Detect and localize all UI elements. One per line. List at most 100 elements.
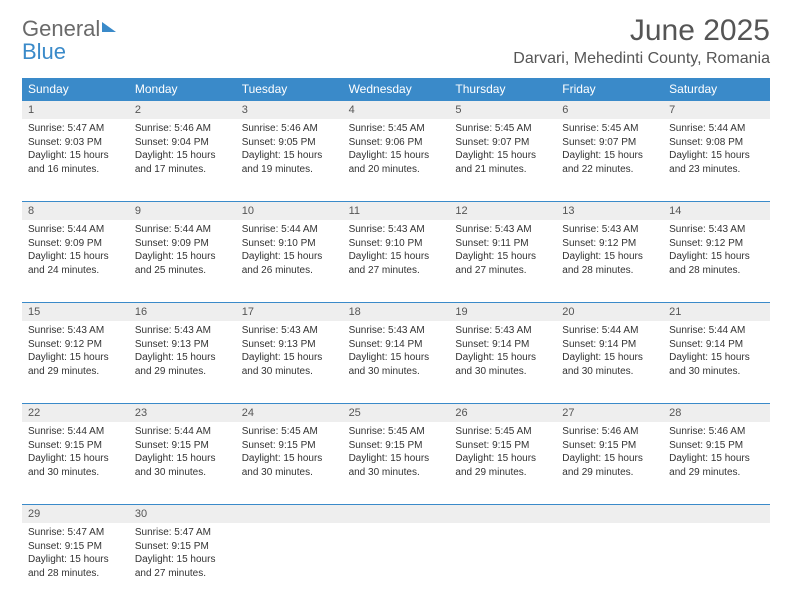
day-number: 18 xyxy=(343,303,450,321)
day-info-line: Daylight: 15 hours xyxy=(562,452,657,466)
day-info-line: Sunrise: 5:44 AM xyxy=(562,324,657,338)
day-info-line: Sunset: 9:07 PM xyxy=(455,136,550,150)
day-info-line: Sunset: 9:15 PM xyxy=(455,439,550,453)
day-info-line: Sunrise: 5:44 AM xyxy=(669,122,764,136)
day-header: Monday xyxy=(129,78,236,101)
day-info-line: Sunrise: 5:46 AM xyxy=(669,425,764,439)
day-number: 14 xyxy=(663,202,770,220)
day-cell: Sunrise: 5:46 AMSunset: 9:04 PMDaylight:… xyxy=(129,119,236,201)
day-info-line: Sunset: 9:12 PM xyxy=(28,338,123,352)
day-info-line: Sunrise: 5:44 AM xyxy=(28,223,123,237)
day-cell: Sunrise: 5:47 AMSunset: 9:15 PMDaylight:… xyxy=(129,523,236,605)
day-cell: Sunrise: 5:45 AMSunset: 9:15 PMDaylight:… xyxy=(449,422,556,504)
day-info-line: and 29 minutes. xyxy=(28,365,123,379)
day-info-line: and 30 minutes. xyxy=(135,466,230,480)
day-info-line: and 30 minutes. xyxy=(669,365,764,379)
day-info-line: Sunrise: 5:45 AM xyxy=(562,122,657,136)
day-number: 28 xyxy=(663,404,770,422)
day-info-line: Daylight: 15 hours xyxy=(135,452,230,466)
day-info-line: Sunrise: 5:43 AM xyxy=(349,324,444,338)
day-cell xyxy=(449,523,556,605)
day-info: Sunrise: 5:46 AMSunset: 9:04 PMDaylight:… xyxy=(135,122,230,176)
day-info-line: Sunset: 9:15 PM xyxy=(135,540,230,554)
day-info-line: Sunrise: 5:43 AM xyxy=(242,324,337,338)
location-subtitle: Darvari, Mehedinti County, Romania xyxy=(513,50,770,68)
day-info-line: and 24 minutes. xyxy=(28,264,123,278)
day-info-line: Sunset: 9:06 PM xyxy=(349,136,444,150)
day-info-line: Sunrise: 5:43 AM xyxy=(455,223,550,237)
day-cell: Sunrise: 5:45 AMSunset: 9:15 PMDaylight:… xyxy=(236,422,343,504)
day-info: Sunrise: 5:43 AMSunset: 9:13 PMDaylight:… xyxy=(135,324,230,378)
day-info-line: Daylight: 15 hours xyxy=(135,553,230,567)
day-number: 19 xyxy=(449,303,556,321)
day-info: Sunrise: 5:45 AMSunset: 9:15 PMDaylight:… xyxy=(242,425,337,479)
day-info-line: Daylight: 15 hours xyxy=(28,250,123,264)
day-info-line: Sunrise: 5:46 AM xyxy=(562,425,657,439)
day-header: Tuesday xyxy=(236,78,343,101)
day-number-row: 22232425262728 xyxy=(22,404,770,422)
day-info: Sunrise: 5:43 AMSunset: 9:14 PMDaylight:… xyxy=(455,324,550,378)
day-info-line: Sunset: 9:05 PM xyxy=(242,136,337,150)
day-header: Wednesday xyxy=(343,78,450,101)
day-cell: Sunrise: 5:44 AMSunset: 9:15 PMDaylight:… xyxy=(129,422,236,504)
day-info-line: Sunset: 9:15 PM xyxy=(28,439,123,453)
day-info: Sunrise: 5:45 AMSunset: 9:15 PMDaylight:… xyxy=(455,425,550,479)
day-info: Sunrise: 5:44 AMSunset: 9:14 PMDaylight:… xyxy=(669,324,764,378)
day-info-line: and 30 minutes. xyxy=(28,466,123,480)
day-info-line: Sunset: 9:10 PM xyxy=(242,237,337,251)
week-row: Sunrise: 5:44 AMSunset: 9:15 PMDaylight:… xyxy=(22,422,770,505)
day-number: 5 xyxy=(449,101,556,119)
day-info-line: Daylight: 15 hours xyxy=(28,452,123,466)
brand-word2: Blue xyxy=(22,39,66,64)
day-info-line: and 30 minutes. xyxy=(562,365,657,379)
day-number: 20 xyxy=(556,303,663,321)
day-info-line: Sunset: 9:03 PM xyxy=(28,136,123,150)
weeks-container: 1234567Sunrise: 5:47 AMSunset: 9:03 PMDa… xyxy=(22,101,770,605)
day-info: Sunrise: 5:47 AMSunset: 9:15 PMDaylight:… xyxy=(28,526,123,580)
day-number: 9 xyxy=(129,202,236,220)
day-number: 12 xyxy=(449,202,556,220)
day-info-line: Sunrise: 5:45 AM xyxy=(242,425,337,439)
day-number-row: 891011121314 xyxy=(22,202,770,220)
day-info-line: Daylight: 15 hours xyxy=(135,250,230,264)
day-info: Sunrise: 5:47 AMSunset: 9:03 PMDaylight:… xyxy=(28,122,123,176)
day-info: Sunrise: 5:45 AMSunset: 9:07 PMDaylight:… xyxy=(562,122,657,176)
day-info-line: Sunrise: 5:44 AM xyxy=(135,223,230,237)
day-number: 7 xyxy=(663,101,770,119)
day-cell: Sunrise: 5:43 AMSunset: 9:14 PMDaylight:… xyxy=(343,321,450,403)
day-info-line: Daylight: 15 hours xyxy=(562,250,657,264)
day-info-line: and 17 minutes. xyxy=(135,163,230,177)
day-info-line: Sunset: 9:14 PM xyxy=(669,338,764,352)
day-number: 10 xyxy=(236,202,343,220)
brand-triangle-icon xyxy=(102,22,116,32)
day-info-line: and 29 minutes. xyxy=(455,466,550,480)
day-info-line: Sunrise: 5:43 AM xyxy=(135,324,230,338)
day-info-line: Sunset: 9:13 PM xyxy=(242,338,337,352)
day-info-line: Daylight: 15 hours xyxy=(669,452,764,466)
day-number: 16 xyxy=(129,303,236,321)
day-info-line: Sunset: 9:15 PM xyxy=(349,439,444,453)
day-number: 1 xyxy=(22,101,129,119)
day-info-line: Daylight: 15 hours xyxy=(135,351,230,365)
day-number: 17 xyxy=(236,303,343,321)
day-info-line: Daylight: 15 hours xyxy=(349,452,444,466)
day-info-line: Sunset: 9:14 PM xyxy=(349,338,444,352)
day-cell: Sunrise: 5:43 AMSunset: 9:11 PMDaylight:… xyxy=(449,220,556,302)
day-number: 27 xyxy=(556,404,663,422)
day-number xyxy=(556,505,663,523)
day-info-line: Sunrise: 5:45 AM xyxy=(349,425,444,439)
day-cell: Sunrise: 5:46 AMSunset: 9:15 PMDaylight:… xyxy=(556,422,663,504)
day-info-line: Daylight: 15 hours xyxy=(349,149,444,163)
day-info: Sunrise: 5:45 AMSunset: 9:07 PMDaylight:… xyxy=(455,122,550,176)
day-info-line: and 20 minutes. xyxy=(349,163,444,177)
day-info-line: Daylight: 15 hours xyxy=(562,149,657,163)
day-info-line: Daylight: 15 hours xyxy=(669,149,764,163)
day-number: 4 xyxy=(343,101,450,119)
day-info-line: Sunset: 9:09 PM xyxy=(135,237,230,251)
day-cell xyxy=(663,523,770,605)
day-info: Sunrise: 5:46 AMSunset: 9:15 PMDaylight:… xyxy=(562,425,657,479)
day-info-line: and 29 minutes. xyxy=(135,365,230,379)
day-info-line: and 30 minutes. xyxy=(242,365,337,379)
day-info-line: and 27 minutes. xyxy=(349,264,444,278)
day-number: 30 xyxy=(129,505,236,523)
